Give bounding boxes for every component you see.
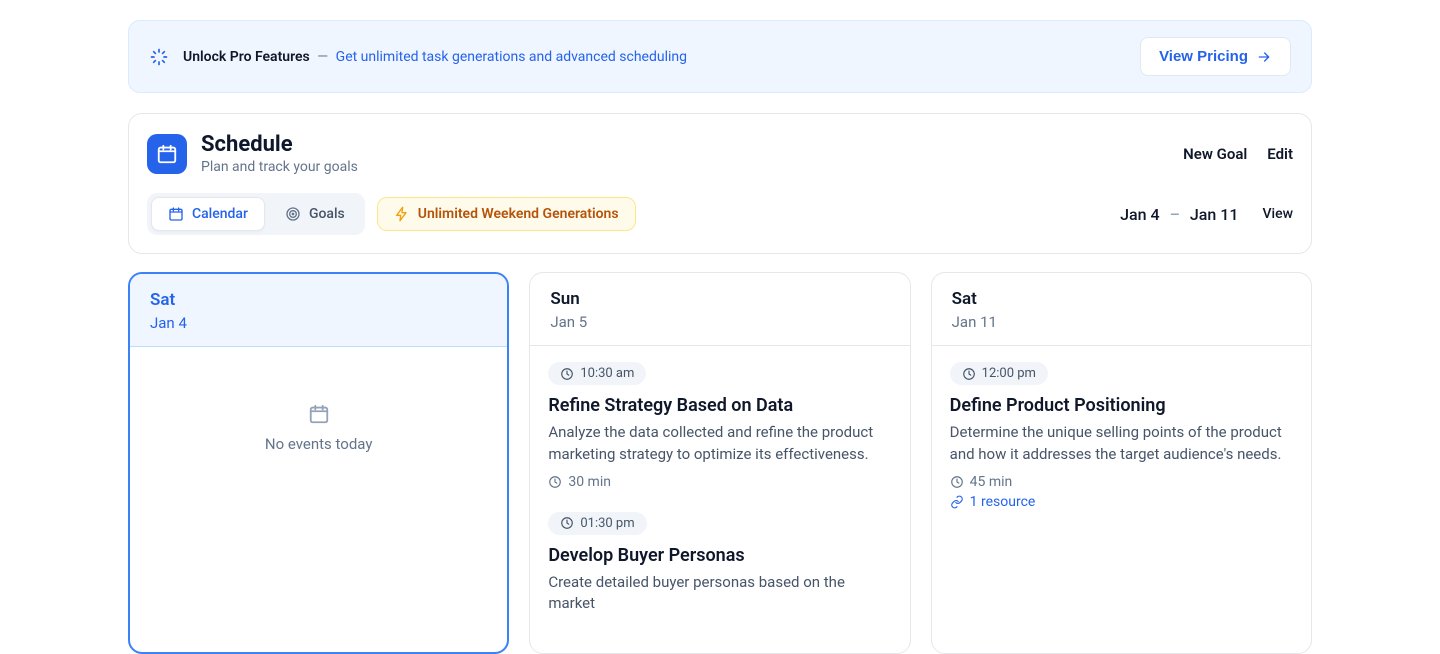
sparkle-icon	[149, 47, 169, 67]
event-title: Refine Strategy Based on Data	[548, 395, 891, 416]
duration-text: 30 min	[568, 474, 611, 490]
tab-calendar-label: Calendar	[192, 206, 248, 222]
clock-icon	[560, 367, 574, 381]
empty-state: No events today	[148, 403, 489, 453]
clock-icon	[548, 475, 562, 489]
page-title: Schedule	[201, 132, 358, 157]
arrow-right-icon	[1256, 49, 1272, 65]
time-pill: 01:30 pm	[548, 512, 646, 535]
tab-calendar[interactable]: Calendar	[151, 197, 265, 231]
schedule-card: Schedule Plan and track your goals New G…	[128, 113, 1312, 254]
day-date: Jan 4	[150, 314, 487, 332]
event-card[interactable]: 12:00 pm Define Product Positioning Dete…	[950, 362, 1293, 510]
new-goal-button[interactable]: New Goal	[1183, 145, 1247, 163]
event-desc: Analyze the data collected and refine th…	[548, 422, 891, 466]
tabs-right: Jan 4 – Jan 11 View	[1120, 205, 1293, 224]
pro-banner: Unlock Pro Features — Get unlimited task…	[128, 20, 1312, 93]
link-icon	[950, 495, 964, 509]
calendar-icon	[147, 134, 187, 174]
event-card[interactable]: 01:30 pm Develop Buyer Personas Create d…	[548, 512, 891, 616]
day-name: Sat	[150, 290, 487, 310]
event-title: Develop Buyer Personas	[548, 545, 891, 566]
day-name: Sat	[952, 289, 1291, 309]
event-time: 12:00 pm	[982, 366, 1036, 381]
day-body: No events today	[130, 347, 507, 469]
time-pill: 10:30 am	[548, 362, 646, 385]
tabs-left: Calendar Goals Unlimited Weekend Generat…	[147, 193, 636, 235]
view-pricing-button[interactable]: View Pricing	[1140, 37, 1291, 76]
banner-left: Unlock Pro Features — Get unlimited task…	[149, 47, 687, 67]
day-date: Jan 11	[952, 313, 1291, 331]
day-columns: Sat Jan 4 No events today Sun Jan 5	[128, 272, 1312, 654]
banner-title: Unlock Pro Features	[183, 49, 310, 65]
tab-goals[interactable]: Goals	[269, 197, 361, 231]
promo-pill-label: Unlimited Weekend Generations	[418, 206, 619, 222]
event-card[interactable]: 10:30 am Refine Strategy Based on Data A…	[548, 362, 891, 490]
clock-icon	[962, 367, 976, 381]
resource-text: 1 resource	[970, 494, 1036, 510]
calendar-small-icon	[168, 206, 184, 222]
banner-text: Unlock Pro Features — Get unlimited task…	[183, 49, 687, 65]
event-desc: Determine the unique selling points of t…	[950, 422, 1293, 466]
banner-desc: Get unlimited task generations and advan…	[336, 49, 687, 65]
card-title-block: Schedule Plan and track your goals	[201, 132, 358, 175]
day-column-today: Sat Jan 4 No events today	[128, 272, 509, 654]
event-duration: 30 min	[548, 474, 891, 490]
day-body: 10:30 am Refine Strategy Based on Data A…	[530, 346, 909, 653]
event-time: 10:30 am	[580, 366, 634, 381]
day-column: Sat Jan 11 12:00 pm Define Product Posit…	[931, 272, 1312, 654]
day-column: Sun Jan 5 10:30 am Refine Strategy Based…	[529, 272, 910, 654]
empty-text: No events today	[265, 435, 373, 453]
date-to: Jan 11	[1190, 205, 1239, 224]
clock-icon	[950, 475, 964, 489]
calendar-empty-icon	[308, 403, 330, 425]
page-subtitle: Plan and track your goals	[201, 159, 358, 175]
target-icon	[285, 206, 301, 222]
banner-sep: —	[317, 49, 328, 65]
time-pill: 12:00 pm	[950, 362, 1048, 385]
view-toggle[interactable]: View	[1263, 206, 1294, 222]
event-duration: 45 min	[950, 474, 1293, 490]
tab-goals-label: Goals	[309, 206, 345, 222]
date-sep: –	[1170, 205, 1180, 224]
day-header: Sat Jan 11	[932, 273, 1311, 346]
tabs-row: Calendar Goals Unlimited Weekend Generat…	[147, 193, 1293, 235]
bolt-icon	[394, 206, 410, 222]
date-range: Jan 4 – Jan 11	[1120, 205, 1238, 224]
event-title: Define Product Positioning	[950, 395, 1293, 416]
day-date: Jan 5	[550, 313, 889, 331]
clock-icon	[560, 516, 574, 530]
day-header: Sun Jan 5	[530, 273, 909, 346]
date-from: Jan 4	[1120, 205, 1160, 224]
duration-text: 45 min	[970, 474, 1013, 490]
tab-group: Calendar Goals	[147, 193, 365, 235]
day-header: Sat Jan 4	[130, 274, 507, 347]
promo-pill[interactable]: Unlimited Weekend Generations	[377, 197, 636, 231]
edit-button[interactable]: Edit	[1267, 145, 1293, 163]
day-name: Sun	[550, 289, 889, 309]
day-body: 12:00 pm Define Product Positioning Dete…	[932, 346, 1311, 548]
card-actions: New Goal Edit	[1183, 145, 1293, 163]
event-desc: Create detailed buyer personas based on …	[548, 572, 891, 616]
card-header-left: Schedule Plan and track your goals	[147, 132, 358, 175]
event-resource-link[interactable]: 1 resource	[950, 494, 1293, 510]
view-pricing-label: View Pricing	[1159, 48, 1248, 65]
event-time: 01:30 pm	[580, 516, 634, 531]
card-header: Schedule Plan and track your goals New G…	[147, 132, 1293, 175]
